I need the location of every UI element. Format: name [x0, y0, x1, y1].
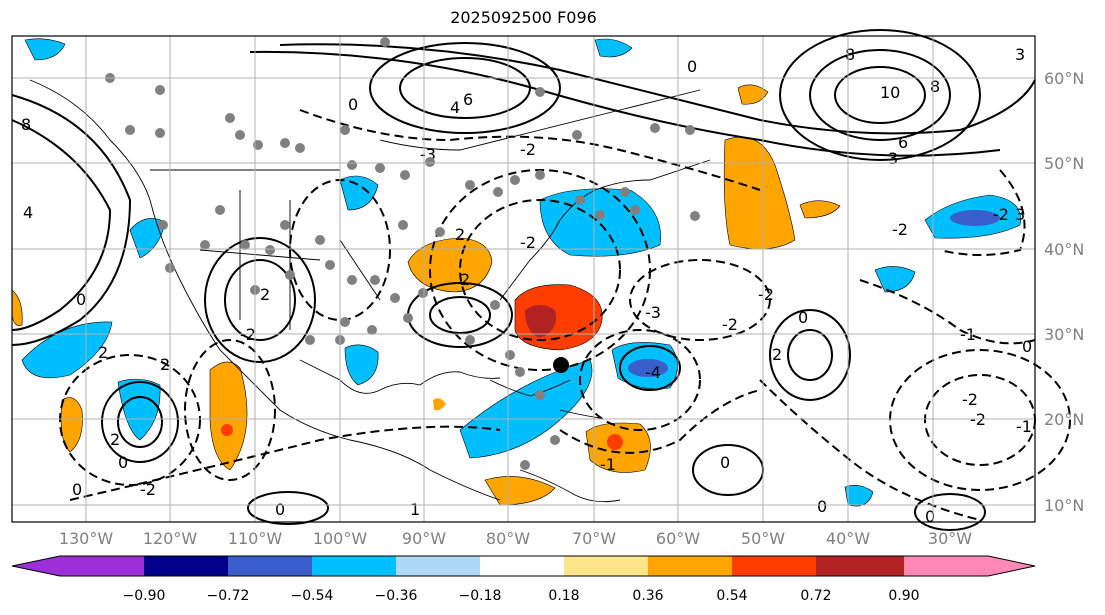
contour-label: 8	[930, 77, 940, 96]
contour-label: 3	[888, 149, 898, 168]
contour-label: 6	[898, 133, 908, 152]
contour-label: 0	[1022, 337, 1032, 356]
colorbar-segment	[144, 556, 228, 576]
colorbar-segment	[732, 556, 816, 576]
lat-label-30n: 30°N	[1044, 325, 1084, 344]
colorbar-tick: 0.18	[548, 588, 579, 604]
contour-label: 3	[1015, 45, 1025, 64]
lat-label-40n: 40°N	[1044, 240, 1084, 259]
lon-label-80w: 80°W	[486, 529, 530, 548]
contour-label: 2	[160, 355, 170, 374]
colorbar-segment	[480, 556, 564, 576]
lat-label-20n: 20°N	[1044, 410, 1084, 429]
contour-label: 0	[687, 57, 697, 76]
colorbar-segment	[988, 556, 1035, 576]
contour-label: 0	[275, 500, 285, 519]
lon-label-50w: 50°W	[741, 529, 785, 548]
map-panel: 6 4 10 8 6 3 4 8 0 2 2 0 0 -2 0 -3 -3 -4…	[11, 29, 1071, 531]
contour-label: 10	[880, 83, 900, 102]
contour-label: 1	[410, 500, 420, 519]
longitude-labels: 130°W 120°W 110°W 100°W 90°W 80°W 70°W 6…	[59, 529, 972, 548]
contour-label: 0	[118, 453, 128, 472]
contour-label: 2	[460, 270, 470, 289]
contour-label: 8	[21, 115, 31, 134]
contour-label: -2	[520, 233, 536, 252]
contour-label: 0	[72, 480, 82, 499]
colorbar-tick: 0.90	[888, 588, 919, 604]
dashed-contours	[59, 109, 1071, 521]
colorbar-tick: 0.72	[800, 588, 831, 604]
lat-label-60n: 60°N	[1044, 69, 1084, 88]
lon-label-70w: 70°W	[572, 529, 616, 548]
lon-label-40w: 40°W	[826, 529, 870, 548]
contour-label: -2	[722, 315, 738, 334]
colorbar-segment	[12, 556, 60, 576]
contour-label: 0	[925, 507, 935, 526]
colorbar-tick: −0.72	[207, 588, 250, 604]
colorbar-tick: −0.54	[291, 588, 334, 604]
contour-label: -1	[1016, 417, 1032, 436]
contour-label: -2	[993, 205, 1009, 224]
lon-label-60w: 60°W	[656, 529, 700, 548]
contour-label: 2	[98, 343, 108, 362]
contour-label: 8	[845, 45, 855, 64]
colorbar-segment	[312, 556, 396, 576]
contour-labels: 6 4 10 8 6 3 4 8 0 2 2 0 0 -2 0 -3 -3 -4…	[21, 45, 1032, 526]
colorbar-segment	[904, 556, 988, 576]
contour-label: -2	[520, 140, 536, 159]
lon-label-90w: 90°W	[402, 529, 446, 548]
contour-label: 2	[260, 285, 270, 304]
contour-label: 3	[1015, 205, 1025, 224]
contour-label: 0	[348, 95, 358, 114]
colorbar-tick: −0.18	[459, 588, 502, 604]
contour-label: -1	[600, 455, 616, 474]
colorbar-tick: 0.54	[716, 588, 747, 604]
contour-label: -2	[892, 220, 908, 239]
contour-label: 0	[76, 290, 86, 309]
contour-label: 2	[772, 345, 782, 364]
colorbar-tick: 0.36	[632, 588, 663, 604]
map-title: 2025092500 F096	[450, 8, 597, 27]
lon-label-30w: 30°W	[928, 529, 972, 548]
colorbar-segment	[396, 556, 480, 576]
solid-contours	[11, 29, 1036, 531]
lon-label-100w: 100°W	[313, 529, 368, 548]
contour-label: 2	[110, 430, 120, 449]
contour-label: -2	[758, 285, 774, 304]
colorbar-tick: −0.36	[375, 588, 418, 604]
contour-label: 0	[817, 497, 827, 516]
colorbar-segment	[228, 556, 312, 576]
lon-label-110w: 110°W	[228, 529, 283, 548]
contour-label: 4	[23, 203, 33, 222]
gridlines	[12, 36, 1035, 522]
observation-dots	[105, 37, 700, 470]
contour-label: -2	[962, 390, 978, 409]
contour-label: 2	[455, 225, 465, 244]
colorbar: −0.90 −0.72 −0.54 −0.36 −0.18 0.18 0.36 …	[11, 555, 1036, 604]
colorbar-segment	[816, 556, 904, 576]
contour-label: 6	[463, 90, 473, 109]
lon-label-120w: 120°W	[143, 529, 198, 548]
contour-label: 0	[720, 453, 730, 472]
storm-center-marker	[553, 357, 569, 373]
colorbar-segment	[648, 556, 732, 576]
latitude-labels: 60°N 50°N 40°N 30°N 20°N 10°N	[1044, 69, 1084, 515]
colorbar-segment	[564, 556, 648, 576]
lat-label-10n: 10°N	[1044, 496, 1084, 515]
lon-label-130w: 130°W	[59, 529, 114, 548]
contour-label: 0	[798, 308, 808, 327]
contour-label: -3	[645, 303, 661, 322]
colorbar-tick: −0.90	[123, 588, 166, 604]
contour-label: -4	[645, 363, 661, 382]
lat-label-50n: 50°N	[1044, 154, 1084, 173]
shaded-anomalies	[11, 38, 1021, 507]
contour-label: -2	[140, 480, 156, 499]
colorbar-segment	[60, 556, 144, 576]
contour-label: 4	[450, 98, 460, 117]
